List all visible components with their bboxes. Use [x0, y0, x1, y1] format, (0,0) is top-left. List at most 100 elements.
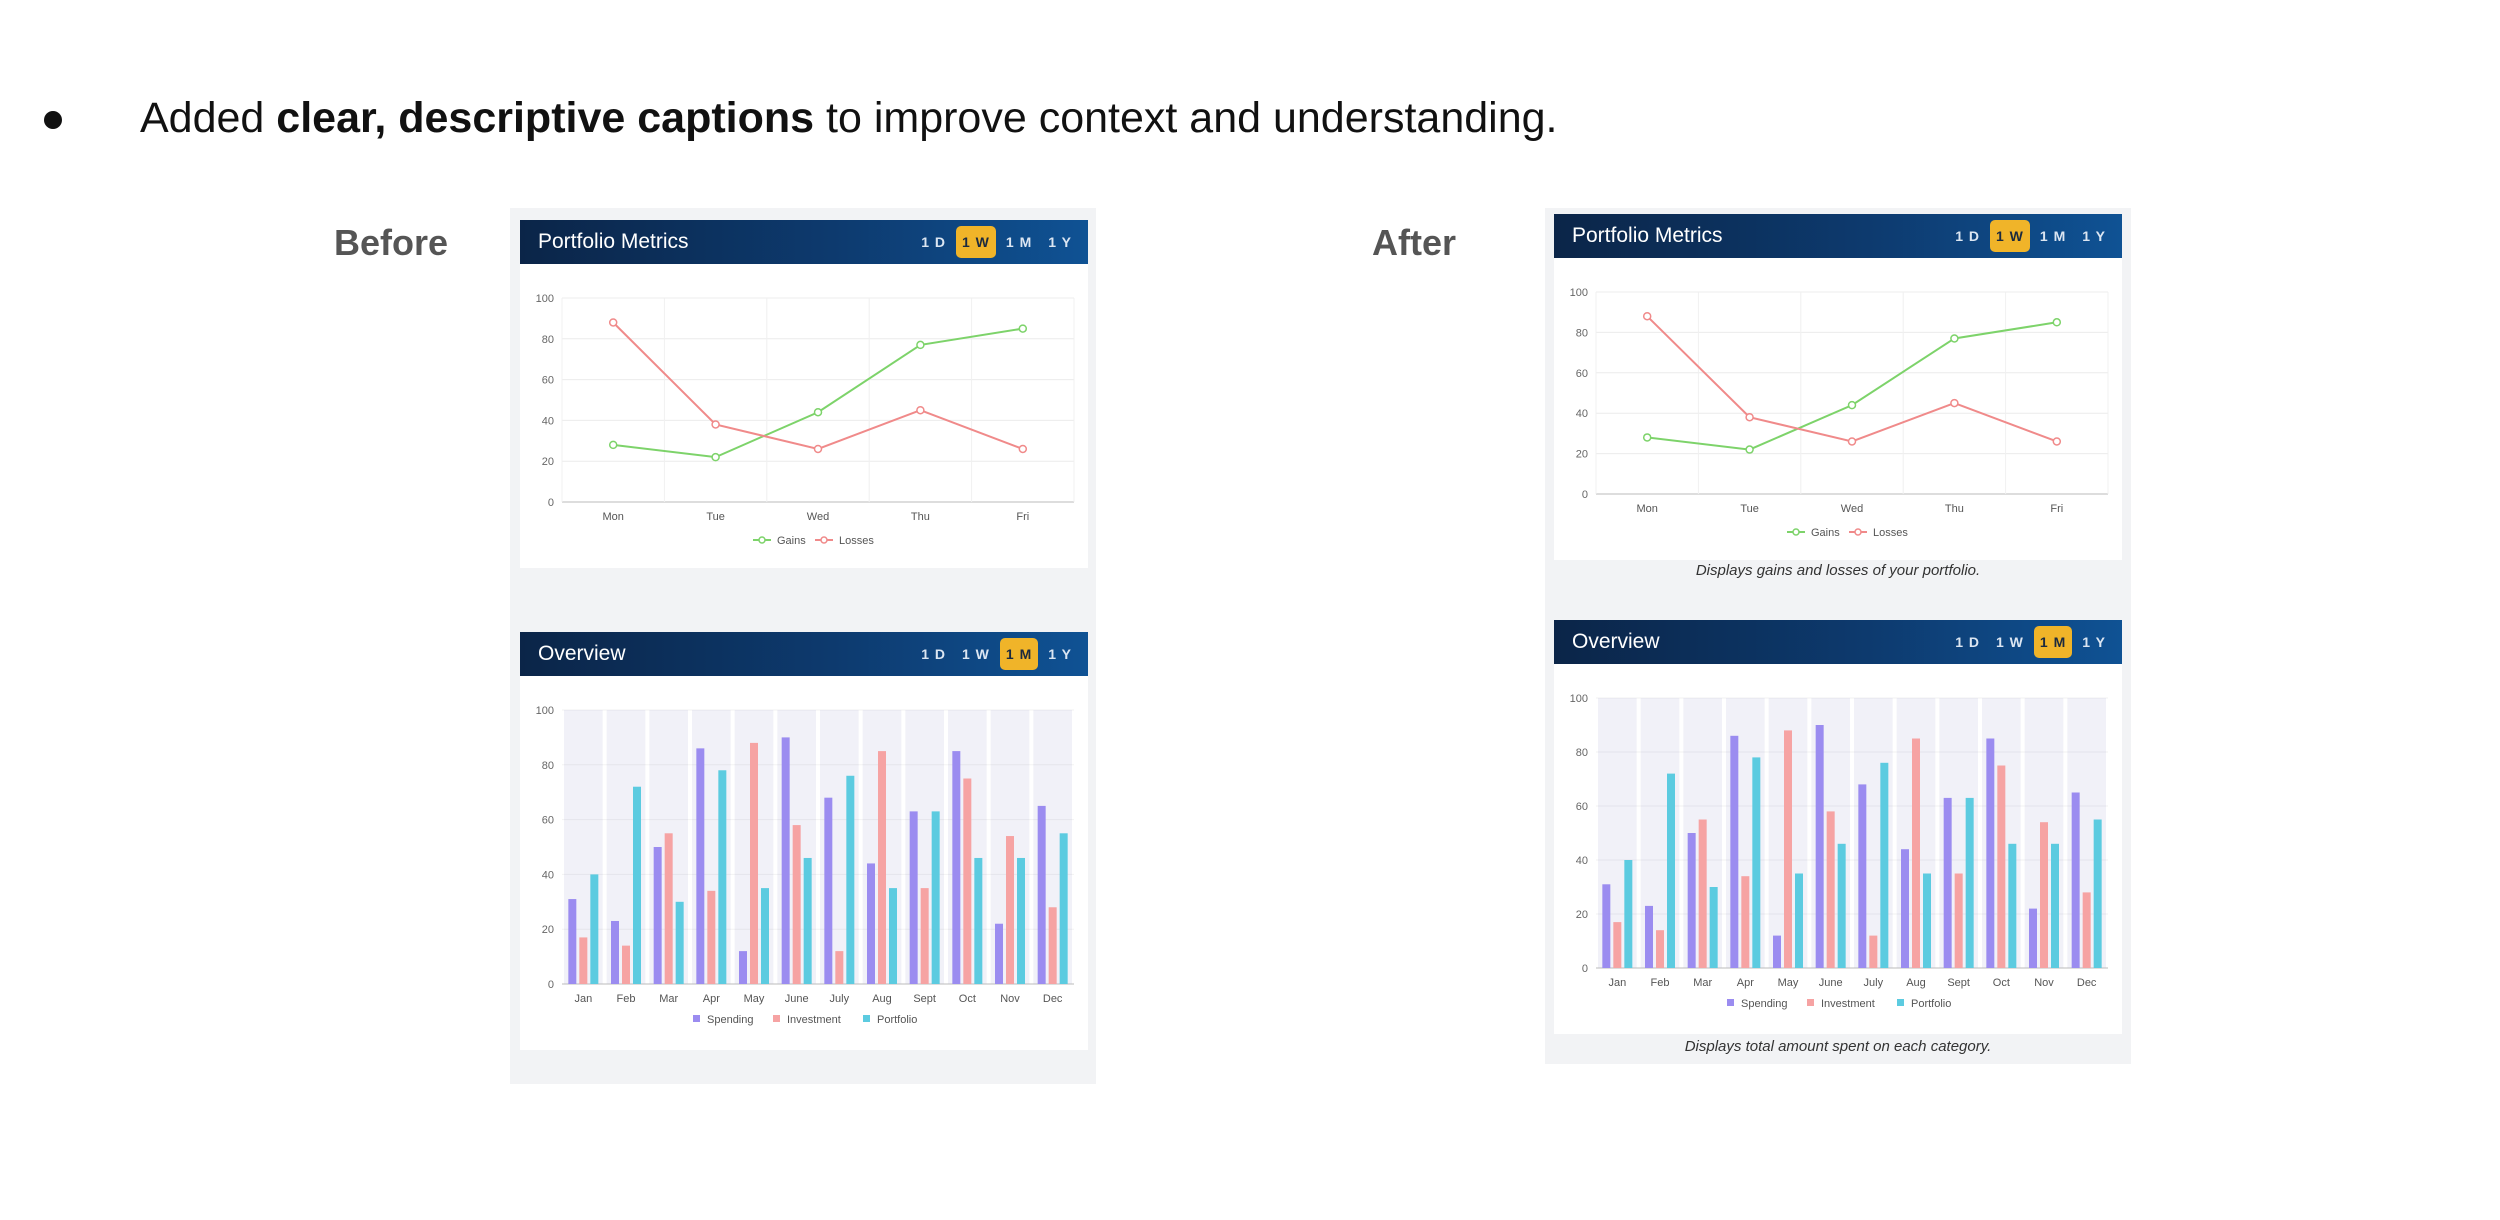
range-button-1d[interactable]: 1 D [921, 646, 946, 662]
y-tick-label: 20 [542, 456, 554, 468]
bullet-text: Added clear, descriptive captions to imp… [140, 88, 1557, 148]
y-tick-label: 80 [1576, 747, 1588, 759]
x-tick-label: Feb [1651, 977, 1670, 989]
bar-investment [835, 951, 844, 984]
x-tick-label: Sept [1947, 977, 1970, 989]
legend-marker-losses [1854, 528, 1862, 536]
x-tick-label: Tue [1740, 503, 1759, 515]
bar-spending [952, 751, 961, 984]
bar-portfolio [2008, 843, 2017, 968]
legend-swatch-spending [1727, 999, 1734, 1006]
legend-marker-gains [1792, 528, 1800, 536]
data-point-gains [711, 452, 720, 462]
y-tick-label: 100 [1570, 693, 1588, 705]
data-point-losses [1642, 311, 1652, 321]
x-tick-label: Feb [617, 993, 636, 1005]
bar-portfolio [1965, 797, 1974, 968]
bullet-text-start: Added [140, 94, 277, 142]
x-tick-label: Mar [1693, 977, 1712, 989]
range-button-1d[interactable]: 1 D [1955, 228, 1980, 244]
before-label: Before [334, 222, 449, 263]
bar-spending [2071, 792, 2080, 968]
legend-swatch-portfolio [863, 1015, 870, 1022]
data-point-losses [711, 420, 720, 429]
data-point-losses [813, 444, 823, 454]
overview-bar-chart: 0 20 40 60 80 100 Jan Feb Mar Apr May June July Aug Se… [1570, 693, 2108, 1010]
bullet-text-end: to improve context and understanding. [814, 94, 1558, 142]
x-tick-label: Mar [659, 993, 678, 1005]
data-point-losses [1847, 437, 1857, 446]
series-line-losses [1646, 315, 2058, 443]
data-point-gains [1745, 445, 1754, 454]
x-tick-label: Thu [911, 511, 930, 523]
bullet-row [44, 88, 62, 148]
range-button-1w[interactable]: 1 W [956, 226, 996, 258]
bar-portfolio [2093, 819, 2102, 968]
bar-investment [1826, 811, 1835, 968]
bar-spending [909, 811, 918, 984]
x-tick-label: Fri [2050, 503, 2063, 515]
bar-investment [878, 751, 886, 984]
legend-label-investment: Investment [787, 1014, 841, 1026]
legend-marker-gains [758, 536, 766, 544]
bar-spending [1037, 805, 1046, 984]
bar-portfolio [1752, 757, 1761, 968]
range-button-1w[interactable]: 1 W [962, 646, 990, 662]
y-tick-label: 80 [1576, 327, 1588, 339]
card-title: Portfolio Metrics [538, 230, 689, 253]
bar-investment [920, 888, 929, 984]
bar-investment [1997, 765, 2006, 968]
y-tick-label: 40 [542, 869, 554, 881]
bar-portfolio [1667, 773, 1675, 968]
portfolio-line-chart: 0 20 40 60 80 100 Mon Tue Wed Thu Fri Gains Losses [536, 293, 1075, 547]
bar-investment [707, 890, 716, 984]
x-tick-label: Sept [913, 993, 936, 1005]
range-button-1w[interactable]: 1 W [1990, 220, 2030, 252]
range-selector: 1 D 1 W 1 M 1 Y [1949, 626, 2112, 658]
card-body: 0 20 40 60 80 100 Mon Tue Wed Thu Fri Gains Losses [1554, 258, 2122, 560]
legend-label-portfolio: Portfolio [877, 1014, 917, 1026]
legend-label-losses: Losses [1873, 527, 1908, 539]
bar-spending [1943, 797, 1952, 968]
data-point-gains [813, 407, 823, 417]
bar-portfolio [1923, 873, 1931, 968]
bar-spending [611, 920, 619, 984]
y-tick-label: 100 [1570, 287, 1588, 299]
bar-portfolio [761, 888, 769, 984]
range-button-1w[interactable]: 1 W [1996, 634, 2024, 650]
y-tick-label: 0 [1582, 963, 1588, 975]
range-button-1m[interactable]: 1 M [999, 638, 1039, 670]
card-body: 0 20 40 60 80 100 Jan Feb Mar Apr May June July Aug Se… [520, 676, 1088, 1050]
bar-spending [1687, 833, 1696, 968]
bar-investment [963, 778, 972, 984]
x-tick-label: Thu [1945, 503, 1964, 515]
after-label: After [1372, 222, 1457, 263]
range-button-1y[interactable]: 1 Y [1048, 646, 1072, 662]
x-tick-label: July [830, 993, 850, 1005]
bar-portfolio [1017, 857, 1025, 984]
card-header: Portfolio Metrics 1 D 1 W 1 M 1 Y [1554, 214, 2122, 258]
bar-investment [2040, 822, 2048, 968]
data-point-gains [1847, 400, 1857, 410]
range-button-1y[interactable]: 1 Y [2082, 228, 2106, 244]
legend-label-portfolio: Portfolio [1911, 998, 1951, 1010]
y-tick-label: 40 [542, 415, 554, 427]
range-button-1d[interactable]: 1 D [1955, 634, 1980, 650]
bar-investment [1741, 876, 1750, 968]
legend-swatch-investment [773, 1015, 780, 1022]
data-point-losses [2052, 437, 2062, 446]
range-button-1y[interactable]: 1 Y [2082, 634, 2106, 650]
x-tick-label: July [1864, 977, 1884, 989]
range-button-1m[interactable]: 1 M [1005, 234, 1033, 250]
range-button-1y[interactable]: 1 Y [1048, 234, 1072, 250]
range-button-1d[interactable]: 1 D [921, 234, 946, 250]
range-button-1m[interactable]: 1 M [2033, 626, 2073, 658]
bar-spending [1858, 784, 1867, 968]
bar-spending [739, 951, 747, 984]
x-tick-label: Aug [1906, 977, 1926, 989]
bar-investment [750, 742, 758, 984]
bullet-text-bold: clear, descriptive captions [276, 94, 815, 142]
range-button-1m[interactable]: 1 M [2039, 228, 2067, 244]
x-tick-label: Nov [1000, 993, 1020, 1005]
x-tick-label: Nov [2034, 977, 2054, 989]
